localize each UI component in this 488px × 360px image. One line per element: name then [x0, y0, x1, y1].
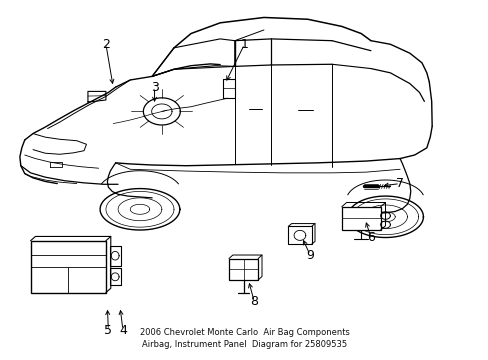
Text: 2006 Chevrolet Monte Carlo  Air Bag Components
Airbag, Instrument Panel  Diagram: 2006 Chevrolet Monte Carlo Air Bag Compo… — [139, 328, 349, 348]
Text: 3: 3 — [150, 81, 158, 94]
Polygon shape — [287, 226, 311, 244]
Polygon shape — [341, 207, 380, 230]
Text: 9: 9 — [305, 248, 313, 261]
Text: 1: 1 — [240, 38, 248, 51]
Text: 8: 8 — [250, 295, 258, 308]
Text: 6: 6 — [366, 231, 374, 244]
Text: 7: 7 — [395, 177, 403, 190]
Text: 4: 4 — [119, 324, 126, 337]
Text: 5: 5 — [104, 324, 112, 337]
Polygon shape — [228, 258, 258, 280]
Text: 2: 2 — [102, 38, 110, 51]
Polygon shape — [30, 241, 106, 293]
